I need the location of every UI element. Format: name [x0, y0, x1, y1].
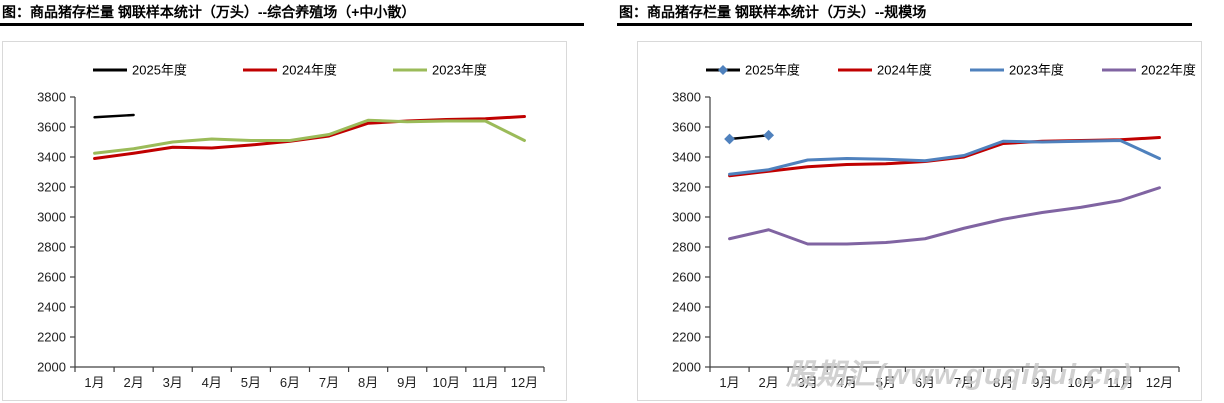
- y-tick-label: 3600: [672, 120, 701, 135]
- series-2023年度: [93, 118, 526, 155]
- y-tick-label: 2000: [37, 360, 66, 375]
- chart-title-scale-farms: 图：商品猪存栏量 钢联样本统计（万头）--规模场: [617, 0, 1192, 26]
- legend-item: 2025年度: [93, 63, 187, 78]
- y-tick-label: 3600: [37, 120, 66, 135]
- y-tick-label: 3000: [672, 210, 701, 225]
- x-tick-label: 7月: [319, 375, 339, 390]
- y-axis: 2000 2200 2400 2600 2800 3000 3200 3400 3600 3800: [37, 90, 76, 375]
- chart-panel-scale-farms: 图：商品猪存栏量 钢联样本统计（万头）--规模场 2000 2200 2400 260…: [617, 0, 1202, 403]
- y-tick-label: 3800: [672, 90, 701, 105]
- x-tick-label: 11月: [1107, 375, 1134, 390]
- legend-item: 2024年度: [838, 63, 932, 78]
- y-tick-label: 2800: [672, 240, 701, 255]
- legend-label: 2022年度: [1141, 63, 1196, 78]
- y-tick-label: 2200: [37, 330, 66, 345]
- x-tick-label: 4月: [202, 375, 222, 390]
- chart-panel-composite-farms: 图：商品猪存栏量 钢联样本统计（万头）--综合养殖场（+中小散） 2000 220…: [0, 0, 584, 403]
- line-chart-composite-farms: 2000 2200 2400 2600 2800 3000 3200 3400 3600 3800…: [37, 63, 545, 390]
- legend-item: 2022年度: [1102, 63, 1196, 78]
- y-tick-label: 3000: [37, 210, 66, 225]
- x-tick-label: 8月: [358, 375, 378, 390]
- x-tick-label: 12月: [1146, 375, 1173, 390]
- diamond-marker: [763, 129, 775, 141]
- y-tick-label: 2600: [37, 270, 66, 285]
- x-tick-label: 6月: [280, 375, 300, 390]
- x-tick-label: 5月: [241, 375, 261, 390]
- x-tick-label: 10月: [1068, 375, 1095, 390]
- legend-label: 2025年度: [132, 63, 187, 78]
- chart-title-composite-farms: 图：商品猪存栏量 钢联样本统计（万头）--综合养殖场（+中小散）: [0, 0, 584, 26]
- x-tick-label: 5月: [876, 375, 896, 390]
- series-line: [728, 139, 1161, 176]
- legend-item: 2023年度: [393, 63, 487, 78]
- x-tick-label: 11月: [472, 375, 499, 390]
- x-tick-label: 3月: [798, 375, 818, 390]
- x-axis: 1月 2月 3月 4月 5月 6月 7月 8月 9月 10月 11月 12月: [709, 366, 1180, 390]
- y-tick-label: 2400: [37, 300, 66, 315]
- series-line: [728, 186, 1161, 246]
- x-tick-label: 1月: [84, 375, 104, 390]
- legend-item: 2023年度: [970, 63, 1064, 78]
- series-2022年度: [728, 186, 1161, 246]
- y-axis: 2000 2200 2400 2600 2800 3000 3200 3400 3600 3800: [672, 90, 711, 375]
- legend-item: 2025年度: [706, 63, 800, 78]
- x-tick-label: 2月: [759, 375, 779, 390]
- legend-label: 2023年度: [432, 63, 487, 78]
- x-tick-label: 7月: [954, 375, 974, 390]
- series-line: [93, 118, 526, 155]
- y-tick-label: 2200: [672, 330, 701, 345]
- x-tick-label: 2月: [124, 375, 144, 390]
- series-2025年度: [724, 129, 775, 145]
- legend-label: 2024年度: [282, 63, 337, 78]
- y-tick-label: 3200: [672, 180, 701, 195]
- chart-area-scale-farms: 2000 2200 2400 2600 2800 3000 3200 3400 3600 3800…: [637, 41, 1202, 401]
- x-tick-label: 3月: [163, 375, 183, 390]
- y-tick-label: 2800: [37, 240, 66, 255]
- x-tick-label: 10月: [433, 375, 460, 390]
- series-2023年度: [728, 139, 1161, 176]
- y-tick-label: 2600: [672, 270, 701, 285]
- x-tick-label: 12月: [511, 375, 538, 390]
- x-tick-label: 9月: [1032, 375, 1052, 390]
- y-tick-label: 3800: [37, 90, 66, 105]
- chart-area-composite-farms: 2000 2200 2400 2600 2800 3000 3200 3400 3600 3800…: [2, 41, 567, 401]
- x-tick-label: 8月: [993, 375, 1013, 390]
- x-tick-label: 9月: [397, 375, 417, 390]
- y-tick-label: 3400: [672, 150, 701, 165]
- legend: 2025年度 2024年度 2023年度 2022年度: [706, 63, 1196, 78]
- y-tick-label: 3400: [37, 150, 66, 165]
- diamond-marker: [724, 133, 735, 145]
- x-tick-label: 4月: [837, 375, 857, 390]
- y-tick-label: 2000: [672, 360, 701, 375]
- legend: 2025年度 2024年度 2023年度: [93, 63, 487, 78]
- legend-label: 2025年度: [745, 63, 800, 78]
- watermark: 股期汇(www.guqihui.cn): [785, 359, 1133, 391]
- series-line: [728, 134, 770, 141]
- y-tick-label: 3200: [37, 180, 66, 195]
- line-chart-scale-farms: 2000 2200 2400 2600 2800 3000 3200 3400 3600 3800…: [672, 63, 1196, 392]
- legend-label: 2023年度: [1009, 63, 1064, 78]
- x-axis: 1月 2月 3月 4月 5月 6月 7月 8月 9月 10月 11月 12月: [74, 366, 545, 390]
- y-tick-label: 2400: [672, 300, 701, 315]
- series-2025年度: [93, 113, 135, 119]
- series-line: [93, 113, 135, 119]
- x-tick-label: 6月: [915, 375, 935, 390]
- legend-label: 2024年度: [877, 63, 932, 78]
- diamond-marker: [718, 65, 728, 75]
- x-tick-label: 1月: [719, 375, 739, 390]
- legend-item: 2024年度: [243, 63, 337, 78]
